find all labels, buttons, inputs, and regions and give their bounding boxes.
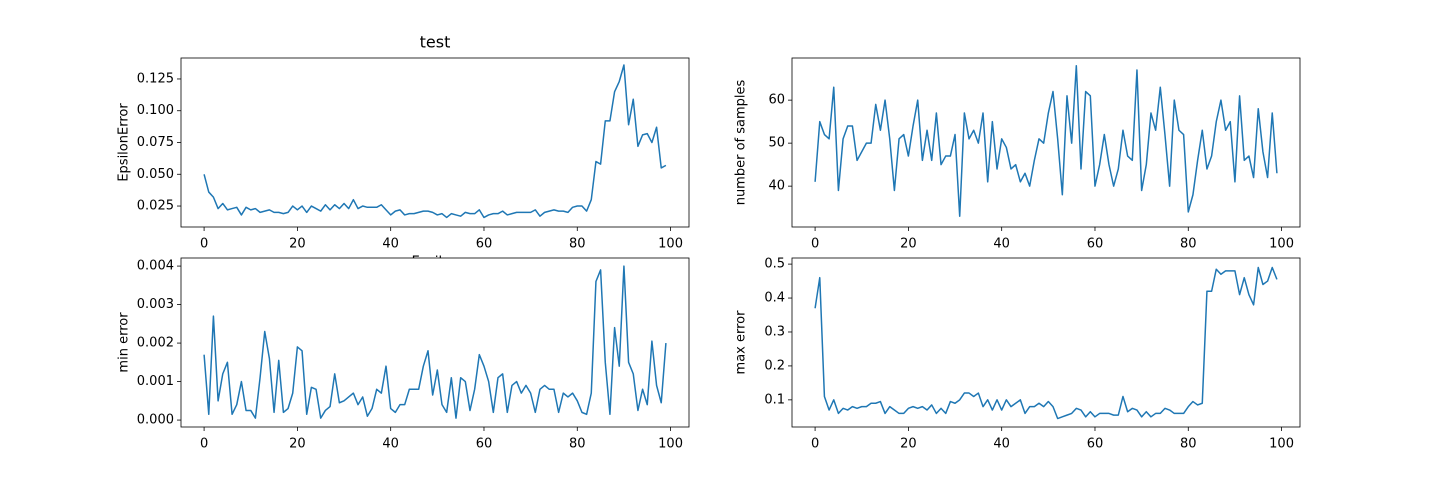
y-tick-label: 0.000 [137, 413, 174, 428]
y-tick-label: 0.5 [764, 257, 785, 272]
x-tick-label: 80 [569, 437, 586, 452]
y-tick-label: 0.004 [137, 259, 174, 274]
axes-frame [791, 57, 1301, 228]
y-tick-label: 0.100 [137, 103, 174, 118]
x-tick-label: 40 [993, 237, 1010, 252]
y-tick-label: 40 [768, 179, 785, 194]
chart-title: test [420, 33, 451, 52]
x-tick-label: 0 [200, 237, 208, 252]
y-tick-label: 0.4 [764, 291, 785, 306]
axes-frame [791, 257, 1301, 428]
x-tick-label: 80 [1180, 237, 1197, 252]
x-tick-label: 100 [1269, 237, 1294, 252]
x-tick-label: 0 [200, 437, 208, 452]
x-tick-label: 20 [289, 237, 306, 252]
y-tick-label: 60 [768, 93, 785, 108]
x-tick-label: 100 [658, 237, 683, 252]
y-tick-label: 0.025 [137, 199, 174, 214]
y-tick-label: 0.3 [764, 324, 785, 339]
y-tick-label: 0.125 [137, 71, 174, 86]
data-line [203, 265, 667, 419]
x-tick-label: 40 [382, 437, 399, 452]
x-tick-label: 80 [569, 237, 586, 252]
y-tick-label: 0.2 [764, 358, 785, 373]
data-line [814, 266, 1278, 420]
axes-background [792, 58, 1300, 227]
data-line [814, 64, 1278, 217]
x-tick-label: 100 [658, 437, 683, 452]
x-tick-label: 60 [476, 237, 493, 252]
x-tick-label: 0 [811, 437, 819, 452]
y-tick-label: 0.003 [137, 297, 174, 312]
x-tick-label: 40 [993, 437, 1010, 452]
y-tick-label: 50 [768, 136, 785, 151]
x-tick-label: 80 [1180, 437, 1197, 452]
data-line [203, 64, 667, 219]
x-tick-label: 60 [476, 437, 493, 452]
x-tick-label: 20 [900, 437, 917, 452]
y-axis-label: EpsilonError [117, 103, 132, 182]
y-axis-label: number of samples [734, 79, 749, 205]
y-tick-label: 0.075 [137, 135, 174, 150]
axes-frame [180, 57, 690, 228]
y-tick-label: 0.002 [137, 336, 174, 351]
x-tick-label: 20 [900, 237, 917, 252]
x-tick-label: 40 [382, 237, 399, 252]
y-axis-label: max error [734, 310, 749, 375]
axes-background [181, 58, 689, 227]
x-tick-label: 20 [289, 437, 306, 452]
axes-background [792, 258, 1300, 427]
x-tick-label: 60 [1087, 237, 1104, 252]
x-tick-label: 60 [1087, 437, 1104, 452]
y-tick-label: 0.1 [764, 392, 785, 407]
x-tick-label: 100 [1269, 437, 1294, 452]
x-tick-label: 0 [811, 237, 819, 252]
y-tick-label: 0.001 [137, 374, 174, 389]
axes-frame [180, 257, 690, 428]
y-axis-label: min error [117, 312, 132, 373]
y-tick-label: 0.050 [137, 167, 174, 182]
